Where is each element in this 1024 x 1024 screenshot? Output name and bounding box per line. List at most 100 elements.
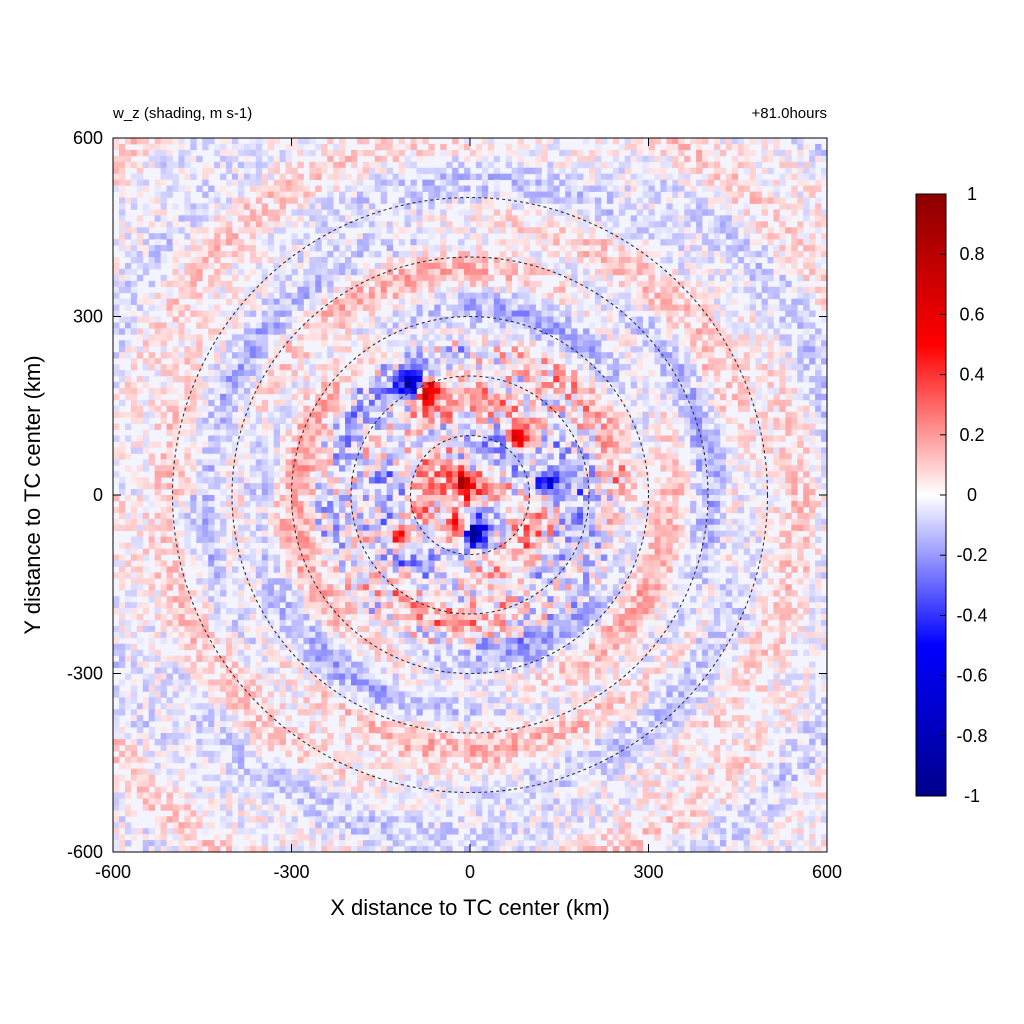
heatmap-cell: [118, 203, 126, 210]
heatmap-cell: [315, 262, 322, 270]
heatmap-cell: [577, 221, 584, 228]
heatmap-cell: [594, 257, 602, 264]
heatmap-cell: [470, 304, 477, 311]
heatmap-cell: [118, 346, 126, 353]
heatmap-cell: [708, 209, 715, 216]
heatmap-cell: [428, 322, 435, 329]
heatmap-cell: [821, 465, 827, 472]
heatmap-cell: [559, 393, 566, 401]
heatmap-cell: [416, 155, 423, 163]
heatmap-cell: [523, 441, 530, 448]
heatmap-cell: [779, 364, 786, 371]
heatmap-cell: [237, 483, 245, 490]
heatmap-cell: [214, 429, 221, 436]
heatmap-cell: [797, 167, 804, 175]
heatmap-cell: [142, 364, 150, 371]
heatmap-cell: [755, 274, 762, 282]
heatmap-cell: [755, 387, 762, 395]
heatmap-cell: [809, 358, 816, 365]
heatmap-cell: [440, 298, 447, 305]
heatmap-cell: [666, 274, 673, 282]
heatmap-cell: [690, 334, 697, 341]
heatmap-cell: [767, 399, 774, 407]
heatmap-cell: [160, 197, 167, 204]
heatmap-cell: [493, 429, 501, 436]
heatmap-cell: [618, 483, 626, 490]
heatmap-cell: [636, 453, 643, 460]
heatmap-cell: [202, 167, 209, 175]
heatmap-cell: [541, 483, 548, 490]
heatmap-cell: [458, 268, 465, 276]
heatmap-cell: [690, 209, 697, 216]
heatmap-cell: [803, 143, 810, 151]
heatmap-cell: [672, 417, 679, 424]
heatmap-cell: [154, 155, 161, 163]
heatmap-cell: [499, 304, 507, 311]
heatmap-cell: [743, 364, 751, 371]
heatmap-cell: [380, 471, 388, 478]
heatmap-cell: [220, 322, 227, 329]
heatmap-cell: [666, 239, 673, 246]
heatmap-cell: [309, 322, 316, 329]
heatmap-cell: [130, 411, 138, 419]
heatmap-cell: [226, 221, 233, 228]
heatmap-cell: [475, 399, 483, 407]
heatmap-cell: [249, 268, 257, 276]
heatmap-cell: [755, 376, 762, 383]
heatmap-cell: [535, 185, 542, 192]
heatmap-cell: [624, 292, 632, 300]
heatmap-cell: [297, 191, 304, 198]
heatmap-cell: [499, 251, 507, 258]
heatmap-cell: [529, 203, 536, 210]
heatmap-cell: [577, 185, 584, 192]
heatmap-cell: [583, 477, 590, 484]
heatmap-cell: [547, 292, 554, 300]
heatmap-cell: [809, 167, 816, 175]
heatmap-cell: [678, 417, 685, 424]
heatmap-cell: [196, 209, 203, 216]
heatmap-cell: [594, 334, 602, 341]
heatmap-cell: [690, 257, 697, 264]
heatmap-cell: [731, 322, 739, 329]
heatmap-cell: [541, 292, 548, 300]
heatmap-cell: [154, 334, 161, 341]
heatmap-cell: [571, 239, 578, 246]
heatmap-cell: [475, 173, 483, 181]
heatmap-cell: [815, 387, 822, 395]
heatmap-cell: [232, 441, 239, 448]
heatmap-cell: [743, 358, 751, 365]
heatmap-cell: [243, 221, 251, 228]
heatmap-cell: [708, 197, 715, 204]
heatmap-cell: [124, 393, 132, 401]
heatmap-cell: [630, 370, 637, 377]
heatmap-cell: [612, 447, 620, 454]
heatmap-cell: [190, 262, 197, 270]
heatmap-cell: [559, 376, 566, 383]
heatmap-cell: [148, 340, 156, 347]
heatmap-cell: [589, 417, 596, 424]
heatmap-cell: [351, 435, 358, 442]
heatmap-cell: [190, 143, 197, 151]
heatmap-cell: [690, 262, 697, 270]
heatmap-cell: [422, 280, 429, 288]
heatmap-cell: [487, 447, 495, 454]
heatmap-cell: [220, 328, 227, 335]
heatmap-cell: [368, 316, 376, 323]
heatmap-cell: [374, 435, 382, 442]
heatmap-cell: [356, 471, 364, 478]
heatmap-cell: [731, 453, 739, 460]
heatmap-cell: [184, 429, 191, 436]
heatmap-cell: [708, 334, 715, 341]
heatmap-cell: [809, 209, 816, 216]
heatmap-cell: [809, 423, 816, 430]
heatmap-cell: [249, 346, 257, 353]
heatmap-cell: [356, 447, 364, 454]
heatmap-cell: [386, 435, 394, 442]
heatmap-cell: [416, 280, 423, 288]
heatmap-cell: [464, 346, 471, 353]
heatmap-cell: [624, 257, 632, 264]
heatmap-cell: [470, 471, 477, 478]
heatmap-cell: [815, 203, 822, 210]
heatmap-cell: [654, 155, 661, 163]
heatmap-cell: [505, 209, 513, 216]
